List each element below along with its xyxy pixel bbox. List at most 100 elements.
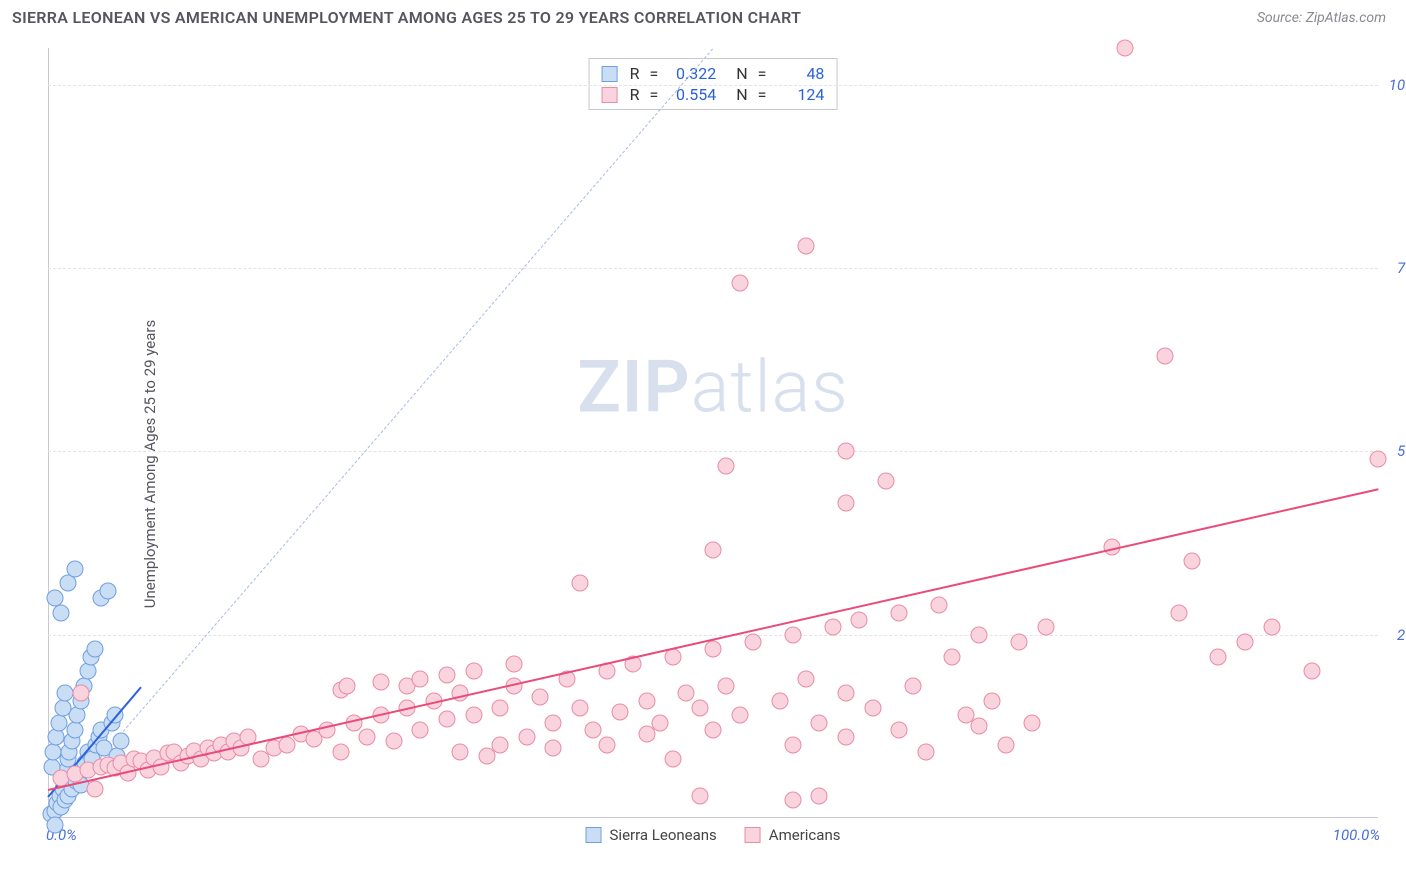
legend: Sierra Leoneans Americans (586, 826, 841, 844)
legend-swatch (745, 827, 761, 843)
watermark: ZIPatlas (577, 344, 849, 429)
data-point (585, 722, 602, 739)
data-point (705, 641, 722, 658)
data-point (997, 736, 1014, 753)
data-point (1170, 604, 1187, 621)
gridline (48, 451, 1378, 452)
chart-source: Source: ZipAtlas.com (1257, 10, 1386, 26)
data-point (505, 656, 522, 673)
x-tick-max: 100.0% (1333, 826, 1380, 844)
data-point (971, 626, 988, 643)
data-point (665, 751, 682, 768)
data-point (492, 700, 509, 717)
data-point (79, 663, 96, 680)
data-point (1303, 663, 1320, 680)
data-point (412, 670, 429, 687)
stats-n-label: N (736, 85, 747, 104)
data-point (439, 667, 456, 684)
legend-item: Americans (745, 826, 841, 844)
data-point (1157, 348, 1174, 365)
stats-r-label: R (630, 85, 640, 104)
gridline (48, 268, 1378, 269)
data-point (452, 744, 469, 761)
data-point (1370, 450, 1387, 467)
data-point (811, 714, 828, 731)
data-point (1024, 714, 1041, 731)
stats-n-value: 124 (776, 85, 824, 104)
stats-swatch (602, 66, 618, 82)
data-point (678, 685, 695, 702)
x-axis (48, 817, 1378, 818)
data-point (718, 678, 735, 695)
data-point (53, 604, 70, 621)
data-point (113, 733, 130, 750)
data-point (691, 788, 708, 805)
data-point (931, 597, 948, 614)
data-point (984, 692, 1001, 709)
data-point (66, 722, 83, 739)
legend-item: Sierra Leoneans (586, 826, 717, 844)
data-point (904, 678, 921, 695)
data-point (784, 626, 801, 643)
data-point (638, 692, 655, 709)
gridline (48, 635, 1378, 636)
data-point (611, 703, 628, 720)
data-point (944, 648, 961, 665)
data-point (572, 700, 589, 717)
trend-line (48, 488, 1378, 791)
data-point (771, 692, 788, 709)
data-point (86, 641, 103, 658)
y-tick: 100.0% (1381, 76, 1406, 94)
data-point (784, 791, 801, 808)
data-point (705, 542, 722, 559)
data-point (46, 590, 63, 607)
data-point (66, 560, 83, 577)
data-point (339, 678, 356, 695)
data-point (731, 274, 748, 291)
data-point (518, 729, 535, 746)
data-point (545, 740, 562, 757)
data-point (1117, 40, 1134, 57)
stats-swatch (602, 87, 618, 103)
data-point (838, 494, 855, 511)
data-point (465, 663, 482, 680)
stats-r-label: R (630, 64, 640, 83)
data-point (372, 674, 389, 691)
data-point (359, 729, 376, 746)
data-point (1263, 619, 1280, 636)
data-point (864, 700, 881, 717)
gridline (48, 85, 1378, 86)
data-point (47, 729, 64, 746)
data-point (798, 670, 815, 687)
data-point (1010, 634, 1027, 651)
data-point (69, 707, 86, 724)
data-point (46, 817, 63, 834)
data-point (744, 634, 761, 651)
data-point (385, 733, 402, 750)
stats-row: R=0.322N=48 (602, 63, 825, 84)
data-point (851, 612, 868, 629)
data-point (731, 707, 748, 724)
data-point (545, 714, 562, 731)
data-point (718, 458, 735, 475)
data-point (54, 700, 71, 717)
stats-n-value: 48 (776, 64, 824, 83)
data-point (1037, 619, 1054, 636)
data-point (691, 700, 708, 717)
data-point (50, 714, 67, 731)
data-point (532, 689, 549, 706)
data-point (57, 685, 74, 702)
y-tick: 75.0% (1381, 259, 1406, 277)
data-point (971, 718, 988, 735)
data-point (1183, 553, 1200, 570)
data-point (891, 604, 908, 621)
data-point (1237, 634, 1254, 651)
data-point (784, 736, 801, 753)
data-point (705, 722, 722, 739)
data-point (465, 707, 482, 724)
data-point (838, 685, 855, 702)
data-point (99, 582, 116, 599)
chart-title: SIERRA LEONEAN VS AMERICAN UNEMPLOYMENT … (12, 8, 801, 27)
data-point (798, 238, 815, 255)
data-point (86, 780, 103, 797)
